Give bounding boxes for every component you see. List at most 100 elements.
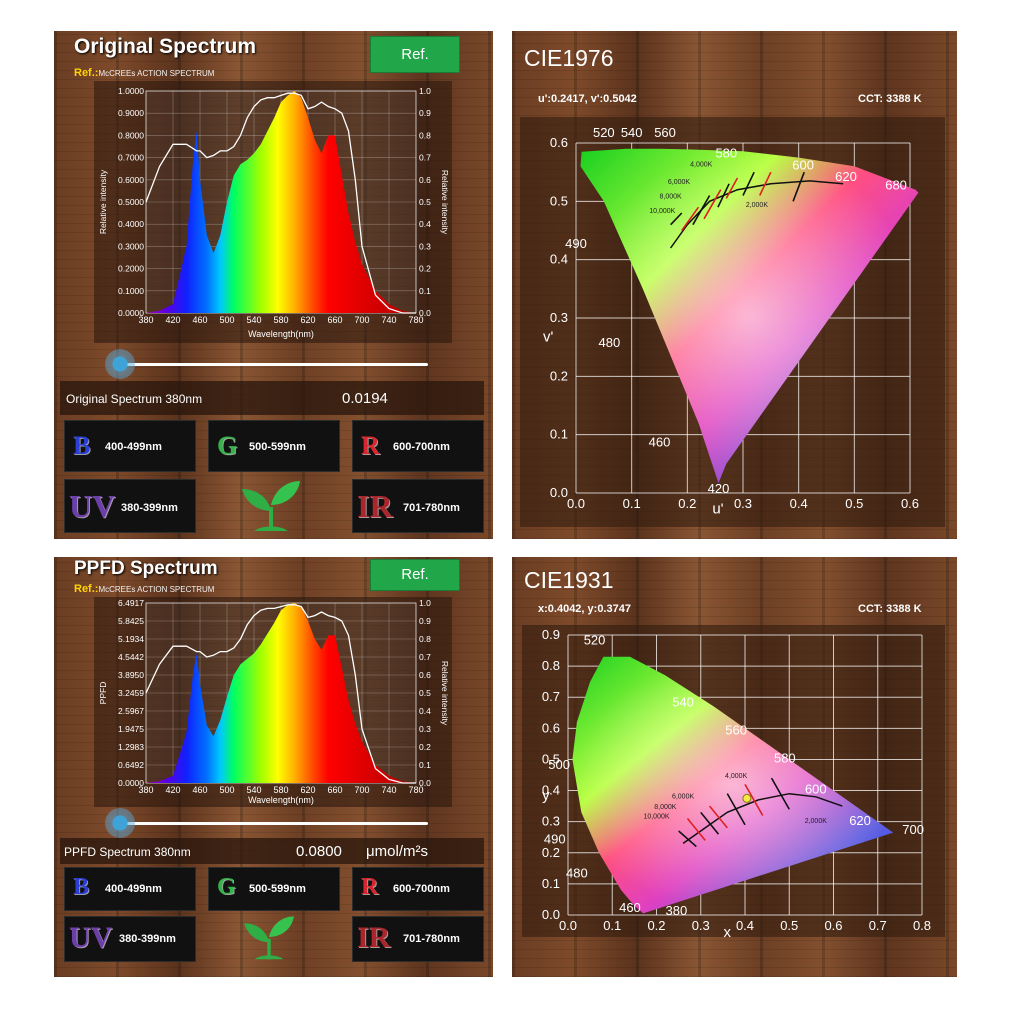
band-red-button[interactable]: R 600-700nm bbox=[352, 867, 484, 911]
x-tick-label: 660 bbox=[327, 315, 342, 325]
cct-label: 6,000K bbox=[668, 179, 691, 186]
x-tick-label: 0.5 bbox=[845, 496, 863, 511]
chromaticity-point bbox=[742, 793, 752, 803]
band-letter: B bbox=[73, 431, 91, 460]
x-tick-label: 0.2 bbox=[647, 918, 665, 933]
spectrum-area bbox=[146, 91, 416, 313]
panel-title: Original Spectrum bbox=[74, 35, 257, 58]
reference-curve bbox=[145, 604, 416, 784]
ref-prefix: Ref.: bbox=[74, 583, 99, 595]
band-uv-button[interactable]: UV 380-399nm bbox=[64, 479, 196, 533]
y-tick-label-right: 0.8 bbox=[419, 634, 431, 644]
x-tick-label: 780 bbox=[408, 315, 423, 325]
x-tick-label: 580 bbox=[273, 785, 288, 795]
x-tick-label: 0.8 bbox=[913, 918, 931, 933]
y-tick-label: 0.0 bbox=[550, 485, 568, 500]
band-green-button[interactable]: G 500-599nm bbox=[208, 867, 340, 911]
wavelength-label: 500 bbox=[548, 757, 570, 772]
x-tick-label: 380 bbox=[138, 785, 153, 795]
band-letter: R bbox=[361, 431, 380, 460]
cie1931-panel: CIE1931 x:0.4042, y:0.3747 CCT: 3388 K 0… bbox=[512, 557, 957, 977]
y-tick-label-left: 0.1000 bbox=[118, 286, 144, 296]
y-tick-label-right: 0.1 bbox=[419, 286, 431, 296]
band-range: 380-399nm bbox=[121, 502, 178, 514]
spectrum-chart-svg: 380 420 460 500 540 580 620 660 700 740 780 0.0000 0… bbox=[98, 598, 450, 805]
x-tick-label: 700 bbox=[354, 785, 369, 795]
x-tick-label: 420 bbox=[165, 315, 180, 325]
wavelength-slider-handle[interactable] bbox=[105, 349, 135, 379]
wavelength-label: 480 bbox=[599, 335, 621, 350]
wavelength-slider-handle[interactable] bbox=[105, 808, 135, 838]
y-tick-label-left: 0.9000 bbox=[118, 108, 144, 118]
y-tick-label-right: 0.1 bbox=[419, 760, 431, 770]
x-tick-label: 740 bbox=[381, 785, 396, 795]
ref-name: McCREEs ACTION SPECTRUM bbox=[98, 585, 215, 594]
y-axis-label-right: Relative intensity bbox=[440, 661, 450, 726]
y-tick-label-left: 1.9475 bbox=[118, 724, 144, 734]
y-tick-label-left: 1.2983 bbox=[118, 742, 144, 752]
x-tick-label: 620 bbox=[300, 315, 315, 325]
x-tick-label: 0.2 bbox=[678, 496, 696, 511]
y-tick-label-right: 0.3 bbox=[419, 241, 431, 251]
y-tick-label-left: 0.7000 bbox=[118, 153, 144, 163]
isotherm-line bbox=[703, 189, 722, 220]
cct-readout: CCT: 3388 K bbox=[858, 603, 922, 615]
info-label: Original Spectrum 380nm bbox=[66, 392, 203, 406]
y-tick-label-right: 0.9 bbox=[419, 108, 431, 118]
y-tick-label-right: 0.8 bbox=[419, 130, 431, 140]
cct-label: 4,000K bbox=[690, 161, 713, 168]
y-axis-label-right: Relative intensity bbox=[440, 170, 450, 235]
panel-title: PPFD Spectrum bbox=[74, 558, 218, 579]
cct-label: 2,000K bbox=[805, 818, 828, 825]
ref-button[interactable]: Ref. bbox=[370, 36, 460, 73]
y-tick-label-left: 0.3000 bbox=[118, 241, 144, 251]
chromaticity-coordinates: x:0.4042, y:0.3747 bbox=[538, 603, 631, 615]
y-tick-label-left: 0.0000 bbox=[118, 308, 144, 318]
y-tick-label-left: 4.5442 bbox=[118, 652, 144, 662]
x-tick-label: 0.1 bbox=[623, 496, 641, 511]
x-tick-label: 380 bbox=[138, 315, 153, 325]
band-range: 380-399nm bbox=[119, 933, 176, 945]
band-range: 600-700nm bbox=[393, 883, 450, 895]
info-bar: PPFD Spectrum 380nm 0.0800 μmol/m²s bbox=[60, 838, 484, 864]
spectrum-area bbox=[146, 603, 416, 783]
cie1976-diagram-svg: 0.0 0.1 0.2 0.3 0.4 0.5 0.6 0.0 0.1 0.2 0.3 0.4 0.5 0… bbox=[543, 125, 919, 517]
isotherm-line bbox=[670, 212, 683, 226]
band-range: 500-599nm bbox=[249, 441, 306, 453]
y-tick-label: 0.7 bbox=[542, 689, 560, 704]
x-tick-label: 0.5 bbox=[780, 918, 798, 933]
band-uv-button[interactable]: UV 380-399nm bbox=[64, 916, 196, 962]
x-tick-label: 580 bbox=[273, 315, 288, 325]
band-ir-button[interactable]: IR 701-780nm bbox=[352, 479, 484, 533]
y-tick-label-right: 0.2 bbox=[419, 264, 431, 274]
band-blue-button[interactable]: B 400-499nm bbox=[64, 867, 196, 911]
wavelength-label: 460 bbox=[619, 900, 641, 915]
y-axis-label: y bbox=[542, 787, 550, 804]
isotherm-line bbox=[742, 171, 755, 196]
y-tick-label-right: 0.9 bbox=[419, 616, 431, 626]
y-tick-label: 0.1 bbox=[550, 427, 568, 442]
gamut-whitepoint-glow bbox=[572, 656, 894, 914]
ref-button[interactable]: Ref. bbox=[370, 559, 460, 591]
wavelength-label: 490 bbox=[544, 831, 566, 846]
y-tick-label-left: 0.5000 bbox=[118, 197, 144, 207]
y-tick-label-right: 1.0 bbox=[419, 598, 431, 608]
band-green-button[interactable]: G 500-599nm bbox=[208, 420, 340, 472]
y-tick-label: 0.2 bbox=[550, 368, 568, 383]
band-letter: B bbox=[73, 874, 90, 900]
wavelength-slider-track[interactable] bbox=[120, 822, 428, 825]
band-red-button[interactable]: R 600-700nm bbox=[352, 420, 484, 472]
wavelength-label: 600 bbox=[805, 782, 827, 797]
band-letter: G bbox=[217, 431, 238, 460]
y-tick-label: 0.3 bbox=[550, 310, 568, 325]
y-tick-label-left: 5.1934 bbox=[118, 634, 144, 644]
band-blue-button[interactable]: B 400-499nm bbox=[64, 420, 196, 472]
y-tick-label-right: 0.4 bbox=[419, 219, 431, 229]
band-ir-button[interactable]: IR 701-780nm bbox=[352, 916, 484, 962]
y-tick-label-left: 0.2000 bbox=[118, 264, 144, 274]
x-tick-label: 460 bbox=[192, 785, 207, 795]
cct-label: 8,000K bbox=[660, 193, 683, 200]
y-tick-label-left: 1.0000 bbox=[118, 86, 144, 96]
wavelength-slider-track[interactable] bbox=[120, 363, 428, 366]
band-range: 701-780nm bbox=[403, 502, 460, 514]
